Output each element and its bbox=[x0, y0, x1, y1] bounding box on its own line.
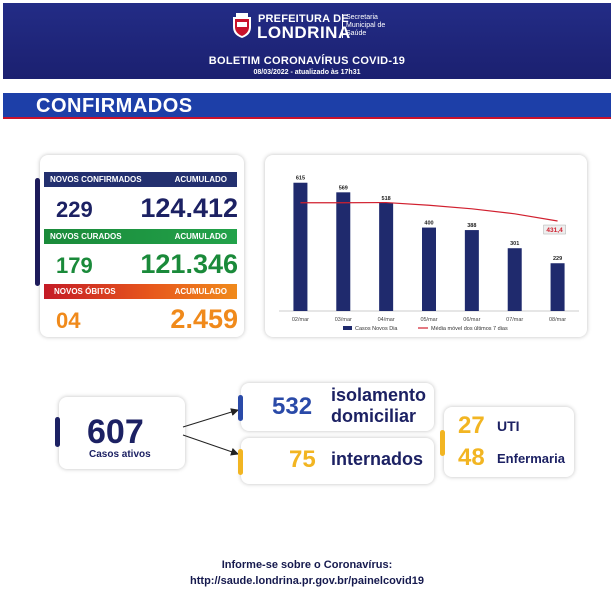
internados-accent-bar bbox=[238, 449, 243, 475]
chart-bar-value: 518 bbox=[382, 196, 391, 202]
curados-label: NOVOS CURADOS bbox=[50, 232, 122, 241]
internados-card: 75 internados bbox=[241, 438, 434, 484]
confirmados-new: 229 bbox=[56, 197, 93, 222]
chart-bar bbox=[379, 202, 394, 311]
obitos-header: NOVOS ÓBITOS ACUMULADO bbox=[44, 284, 237, 299]
chart-x-tick-label: 03/mar bbox=[335, 317, 352, 323]
internados-label: internados bbox=[331, 449, 424, 469]
chart-x-tick-label: 06/mar bbox=[463, 317, 480, 323]
chart-line-end-label: 431,4 bbox=[546, 227, 563, 234]
internados-value: 75 bbox=[289, 446, 316, 473]
isolamento-card: 532 isolamento domiciliar bbox=[241, 383, 434, 431]
chart-bar bbox=[336, 192, 351, 311]
bulletin-date: 08/03/2022 - atualizado às 17h31 bbox=[253, 69, 361, 76]
curados-new: 179 bbox=[56, 253, 93, 278]
chart-bar-value: 615 bbox=[296, 176, 305, 182]
bulletin-title: BOLETIM CORONAVÍRUS COVID-19 bbox=[208, 55, 406, 67]
confirmados-acc-label: ACUMULADO bbox=[174, 175, 227, 184]
cases-chart: 615 02/mar 569 03/mar 518 04/mar 400 05/mar 388 0… bbox=[279, 176, 579, 332]
uti-label: UTI bbox=[497, 418, 520, 434]
chart-x-tick-label: 04/mar bbox=[378, 317, 395, 323]
enfermaria-value: 48 bbox=[458, 444, 485, 471]
chart-card: 615 02/mar 569 03/mar 518 04/mar 400 05/mar 388 0… bbox=[265, 155, 587, 337]
curados-acc-label: ACUMULADO bbox=[174, 232, 227, 241]
obitos-new: 04 bbox=[56, 308, 81, 333]
logo-sec-line: Secretaria bbox=[346, 14, 378, 21]
active-cases-label: Casos ativos bbox=[89, 449, 151, 460]
chart-line-label-box bbox=[543, 224, 566, 235]
logo-secretaria-text: Secretaria Municipal de Saúde bbox=[346, 14, 406, 38]
logo-city-text: LONDRINA bbox=[257, 23, 351, 42]
logo-divider bbox=[342, 14, 343, 38]
chart-x-tick-label: 05/mar bbox=[420, 317, 437, 323]
active-accent-bar bbox=[55, 417, 60, 447]
active-cases-value: 607 bbox=[87, 413, 144, 451]
city-crest-icon bbox=[233, 13, 251, 38]
isolamento-accent-bar bbox=[238, 395, 243, 421]
city-logo: PREFEITURA DE LONDRINA Secretaria Munici… bbox=[231, 13, 396, 42]
chart-bar-value: 229 bbox=[553, 256, 562, 262]
chart-legend-bar-label: Casos Novos Dia bbox=[355, 326, 398, 332]
chart-moving-average-line bbox=[300, 201, 558, 222]
isolamento-value: 532 bbox=[272, 393, 313, 420]
active-cases-card: 607 Casos ativos bbox=[59, 397, 185, 469]
isolamento-label: isolamento domiciliar bbox=[331, 385, 426, 427]
chart-bar-value: 400 bbox=[424, 221, 433, 227]
chart-bar-value: 301 bbox=[510, 241, 519, 247]
chart-bar-value: 388 bbox=[467, 223, 476, 229]
arrows-icon bbox=[182, 408, 239, 456]
chart-bar bbox=[422, 227, 436, 311]
chart-bar bbox=[550, 263, 565, 311]
curados-total: 121.346 bbox=[140, 249, 238, 279]
chart-x-tick-label: 02/mar bbox=[292, 317, 309, 323]
obitos-total: 2.459 bbox=[170, 304, 238, 334]
logo-prefeitura-text: PREFEITURA DE bbox=[258, 13, 349, 25]
section-title: CONFIRMADOS bbox=[36, 95, 193, 117]
section-banner: CONFIRMADOS bbox=[3, 93, 611, 119]
logo-sec-line: Municipal de bbox=[346, 22, 386, 29]
uti-value: 27 bbox=[458, 412, 485, 439]
confirmados-header: NOVOS CONFIRMADOS ACUMULADO bbox=[44, 172, 237, 187]
chart-x-tick-label: 07/mar bbox=[506, 317, 523, 323]
isolamento-label-line: isolamento bbox=[331, 385, 427, 405]
chart-legend-line-label: Média móvel dos últimos 7 dias bbox=[431, 326, 508, 332]
uti-accent-bar bbox=[440, 430, 445, 456]
confirmados-total: 124.412 bbox=[140, 193, 238, 223]
chart-legend-bar-swatch bbox=[343, 326, 352, 330]
obitos-acc-label: ACUMULADO bbox=[174, 287, 227, 296]
uti-enfermaria-card: 27 UTI 48 Enfermaria bbox=[444, 407, 574, 477]
footer-line1: Informe-se sobre o Coronavírus: bbox=[221, 559, 393, 571]
enfermaria-label: Enfermaria bbox=[497, 451, 565, 466]
curados-header: NOVOS CURADOS ACUMULADO bbox=[44, 229, 237, 244]
footer-link[interactable]: http://saude.londrina.pr.gov.br/painelco… bbox=[190, 575, 424, 587]
chart-bar-value: 569 bbox=[339, 185, 348, 191]
chart-bar bbox=[464, 230, 479, 311]
chart-bar bbox=[293, 182, 308, 311]
confirmados-label: NOVOS CONFIRMADOS bbox=[50, 175, 142, 184]
isolamento-label-line: domiciliar bbox=[331, 406, 417, 426]
stats-accent-bar bbox=[35, 178, 40, 286]
obitos-label: NOVOS ÓBITOS bbox=[54, 287, 116, 296]
header-banner: PREFEITURA DE LONDRINA Secretaria Munici… bbox=[3, 3, 611, 79]
logo-sec-line: Saúde bbox=[346, 30, 367, 37]
chart-x-tick-label: 08/mar bbox=[549, 317, 566, 323]
chart-bar bbox=[507, 248, 522, 311]
